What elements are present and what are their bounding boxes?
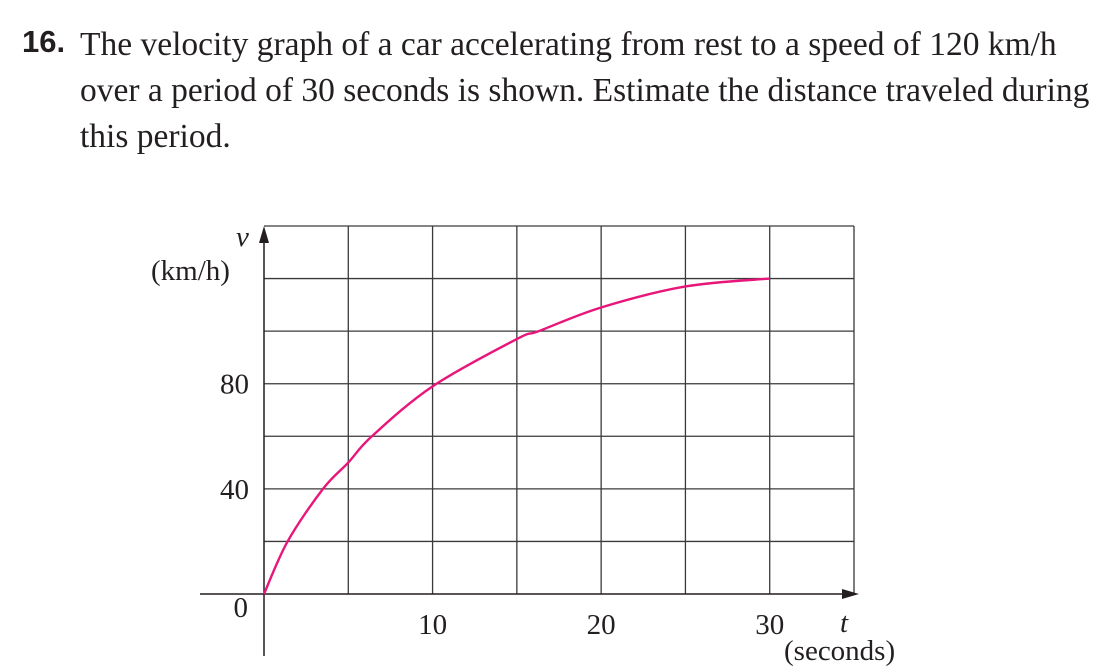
x-tick-label: 0 [234, 592, 249, 624]
grid [264, 225, 855, 594]
y-axis-unit: (km/h) [151, 255, 230, 287]
y-tick-label: 40 [220, 474, 249, 506]
x-axis-arrow-icon [842, 589, 859, 599]
problem-text: The velocity graph of a car accelerating… [80, 26, 1090, 155]
problem-number: 16. [22, 24, 66, 59]
y-tick-label: 80 [220, 369, 249, 401]
tick-labels: 0 10 20 30 40 80 [220, 369, 784, 641]
x-axis-unit: (seconds) [784, 635, 895, 667]
x-axis-label: t [840, 607, 849, 639]
axes [200, 226, 859, 656]
y-axis-label: v [236, 221, 249, 253]
y-axis-arrow-icon [259, 226, 269, 243]
x-tick-label: 10 [418, 609, 447, 641]
x-tick-label: 20 [587, 609, 616, 641]
x-tick-label: 30 [755, 609, 784, 641]
velocity-curve [262, 277, 770, 595]
